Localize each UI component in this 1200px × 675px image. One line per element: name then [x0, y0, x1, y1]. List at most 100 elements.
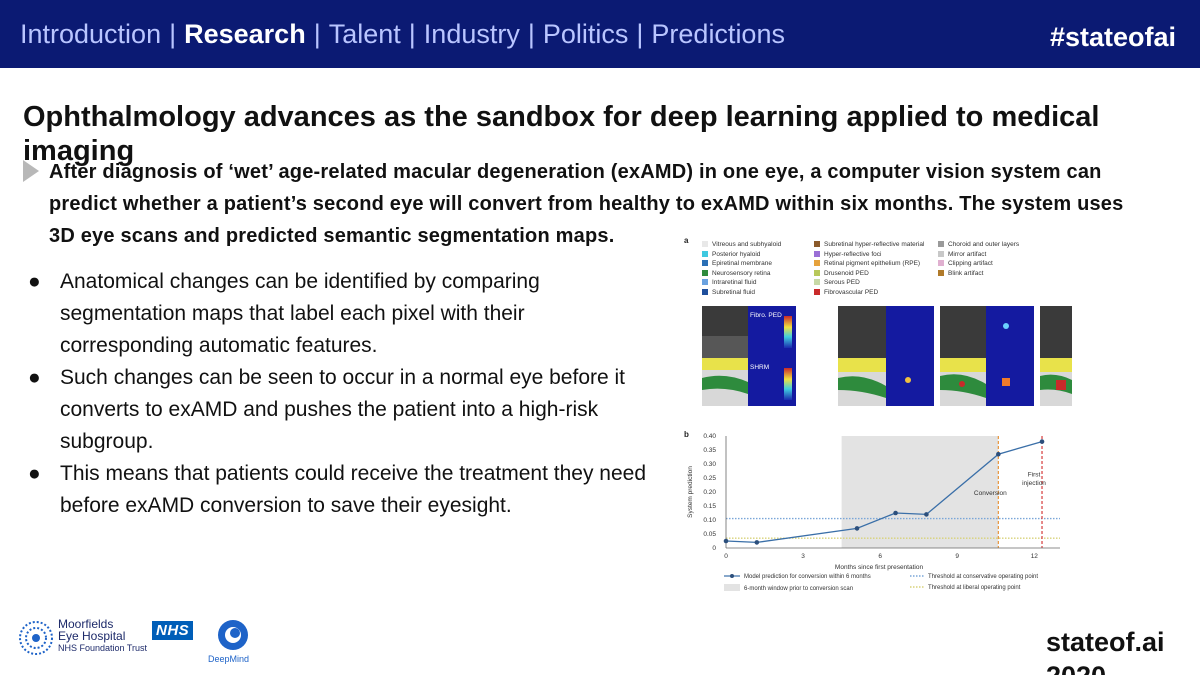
legend-swatch — [814, 269, 820, 276]
segmentation-layer-rpe — [940, 358, 986, 372]
legend-swatch — [702, 250, 708, 257]
oct-scan — [1040, 306, 1072, 358]
nav-item-talent[interactable]: Talent — [328, 19, 401, 49]
lesion-marker — [1003, 323, 1009, 329]
legend-swatch — [938, 250, 944, 257]
legend-entry: Fibrovascular PED — [814, 288, 878, 298]
hashtag: #stateofai — [1050, 22, 1177, 52]
legend-label: Blink artifact — [948, 269, 984, 277]
partner-logos: Moorfields Eye Hospital NHS Foundation T… — [18, 612, 278, 667]
nhs-logo: NHS — [152, 621, 194, 640]
legend-label: Drusenoid PED — [824, 269, 869, 277]
x-axis-label: Months since first presentation — [835, 564, 924, 571]
nav-separator: | — [408, 19, 416, 49]
y-axis-label: System prediction — [687, 466, 694, 518]
bullet-list: ● Anatomical changes can be identified by… — [28, 266, 648, 522]
event-label-conversion: Conversion — [974, 490, 1007, 497]
legend-entry: Blink artifact — [938, 269, 983, 279]
legend-label: Serous PED — [824, 279, 860, 286]
legend-entry: Subretinal fluid — [702, 288, 755, 298]
lead-line-3: 3D eye scans and predicted semantic segm… — [49, 225, 615, 247]
legend-swatch — [938, 269, 944, 276]
legend-swatch — [702, 279, 708, 285]
scan-group-3 — [940, 306, 1034, 406]
x-tick-label: 3 — [801, 553, 805, 560]
moorfields-logo-text: Moorfields Eye Hospital NHS Foundation T… — [58, 618, 147, 654]
legend-label: Posterior hyaloid — [712, 250, 761, 258]
list-item: ● Such changes can be seen to occur in a … — [28, 362, 648, 458]
legend-label: Neurosensory retina — [712, 269, 771, 277]
legend-label: Mirror artifact — [948, 250, 987, 258]
y-tick-label: 0.10 — [703, 517, 716, 524]
data-point — [723, 538, 729, 544]
legend-entry: Clipping artifact — [938, 259, 993, 269]
bullet-dot-icon: ● — [28, 270, 41, 293]
legend-swatch — [814, 250, 820, 257]
lesion-marker — [959, 381, 965, 387]
legend-entry: Subretinal hyper-reflective material — [814, 240, 924, 250]
shaded-window — [841, 436, 999, 548]
bullet-text: Such changes can be seen to occur in a n… — [60, 366, 626, 453]
segmentation-layer-rpe — [702, 358, 748, 370]
bullet-dot-icon: ● — [28, 366, 41, 389]
nav-separator: | — [527, 19, 535, 49]
legend-label: Choroid and outer layers — [948, 241, 1020, 248]
lead-line-1: After diagnosis of ‘wet’ age-related mac… — [49, 161, 1102, 183]
data-point — [754, 540, 760, 545]
top-navigation-bar: Introduction | Research | Talent | Industry | Po… — [0, 0, 1200, 68]
segmentation-legend: Vitreous and subhyaloid Posterior hyaloid… — [702, 240, 1072, 302]
colorbar — [784, 316, 792, 348]
legend-entry: Mirror artifact — [938, 250, 986, 260]
data-point — [893, 510, 898, 516]
nav-item-industry[interactable]: Industry — [423, 19, 520, 49]
nav-item-politics[interactable]: Politics — [542, 19, 629, 49]
moorfields-line-1: Moorfields — [58, 617, 114, 631]
deepmind-logo-icon — [218, 620, 248, 650]
x-tick-label: 12 — [1031, 553, 1039, 560]
y-tick-label: 0.05 — [703, 531, 716, 538]
scan-group-4 — [1040, 306, 1072, 406]
legend-label: Fibrovascular PED — [824, 288, 879, 296]
scan-group-2 — [838, 306, 934, 406]
oct-scan-band — [702, 336, 748, 358]
list-item: ● This means that patients could receive … — [28, 458, 648, 522]
panel-a-label: a — [684, 236, 689, 245]
lesion-marker — [905, 377, 911, 383]
scan-panels: Fibro. PED SHRM — [702, 306, 1072, 406]
y-tick-label: 0.40 — [703, 433, 716, 440]
list-item: ● Anatomical changes can be identified by… — [28, 266, 648, 362]
moorfields-line-2: Eye Hospital — [58, 629, 126, 643]
deepmind-logo-text: DeepMind — [208, 654, 250, 664]
y-tick-label: 0.20 — [703, 489, 716, 496]
legend-entry: Serous PED — [814, 278, 860, 288]
lesion-marker — [1056, 380, 1066, 390]
legend-label: Intraretinal fluid — [712, 279, 757, 286]
moorfields-logo-icon — [19, 621, 53, 655]
section-nav: Introduction | Research | Talent | Industry | Po… — [20, 19, 785, 50]
legend-entry: Choroid and outer layers — [938, 240, 1019, 250]
panel-b-label: b — [684, 430, 689, 439]
legend-swatch — [938, 241, 944, 247]
legend-label: Subretinal hyper-reflective material — [824, 241, 925, 248]
x-tick-label: 0 — [724, 553, 728, 560]
data-point — [1039, 439, 1045, 444]
nav-item-introduction[interactable]: Introduction — [20, 19, 162, 49]
y-tick-label: 0.35 — [703, 447, 716, 454]
research-figure: a Vitreous and subhyaloid Posterior hyalo… — [680, 228, 1072, 608]
legend-series-label: Model prediction for conversion within 6… — [744, 574, 871, 580]
segmentation-layer-rpe — [838, 358, 886, 372]
bullet-text: This means that patients could receive t… — [60, 462, 647, 517]
oct-scan — [838, 306, 886, 358]
legend-threshold-label: Threshold at liberal operating point — [928, 585, 1021, 591]
y-tick-label: 0.25 — [703, 475, 716, 482]
legend-swatch — [814, 288, 820, 295]
segmentation-layer-retina — [702, 375, 748, 394]
colorbar — [784, 368, 792, 400]
data-point — [924, 512, 929, 517]
legend-entry: Intraretinal fluid — [702, 278, 756, 288]
nav-item-predictions[interactable]: Predictions — [651, 19, 785, 49]
legend-entry: Epiretinal membrane — [702, 259, 772, 269]
legend-swatch — [702, 260, 708, 266]
nav-item-research[interactable]: Research — [184, 19, 306, 49]
legend-label: Subretinal fluid — [712, 288, 755, 296]
